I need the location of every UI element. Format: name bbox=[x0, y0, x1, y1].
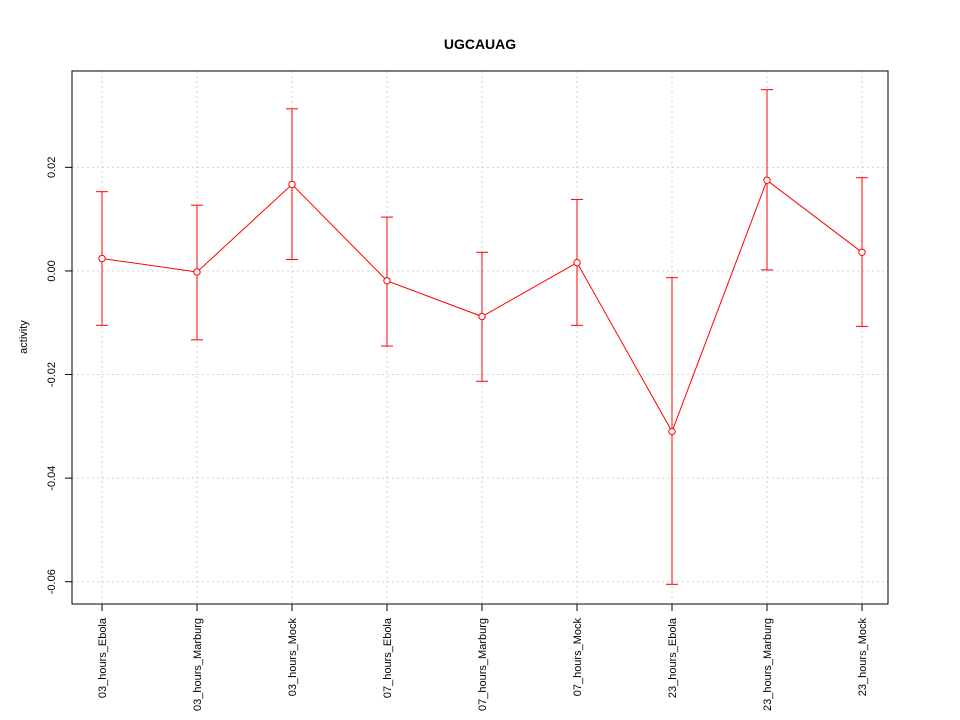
chart-title: UGCAUAG bbox=[444, 36, 516, 52]
y-tick-label: -0.06 bbox=[46, 569, 58, 594]
y-tick-label: 0.02 bbox=[46, 157, 58, 178]
data-point bbox=[98, 254, 106, 263]
data-point bbox=[478, 312, 486, 321]
data-point bbox=[383, 277, 391, 285]
grid bbox=[72, 71, 888, 604]
data-point bbox=[763, 176, 771, 184]
x-tick-label: 07_hours_Ebola bbox=[382, 617, 394, 698]
series-line bbox=[96, 89, 868, 585]
plot-frame bbox=[71, 70, 889, 605]
x-tick-label: 07_hours_Mock bbox=[572, 618, 584, 697]
axes: -0.06 -0.04 -0.02 0.00 0.02 03_hours_Ebola 03_… bbox=[46, 70, 889, 711]
data-point bbox=[668, 427, 676, 436]
y-tick-label: 0.00 bbox=[46, 260, 58, 281]
x-tick-label: 23_hours_Ebola bbox=[667, 617, 679, 698]
x-tick-label: 03_hours_Marburg bbox=[192, 618, 204, 711]
y-tick-label: -0.02 bbox=[46, 362, 58, 387]
x-tick-label: 07_hours_Marburg bbox=[477, 618, 489, 711]
data-point bbox=[858, 248, 866, 256]
data-point bbox=[193, 268, 201, 276]
x-tick-label: 03_hours_Mock bbox=[287, 618, 299, 697]
data-point bbox=[573, 258, 581, 267]
x-tick-label: 03_hours_Ebola bbox=[97, 617, 109, 698]
y-axis-label: activity bbox=[18, 320, 30, 354]
x-tick-label: 23_hours_Mock bbox=[857, 618, 869, 697]
data-point bbox=[288, 180, 296, 189]
y-tick-label: -0.04 bbox=[46, 466, 58, 491]
x-tick-label: 23_hours_Marburg bbox=[762, 618, 774, 711]
